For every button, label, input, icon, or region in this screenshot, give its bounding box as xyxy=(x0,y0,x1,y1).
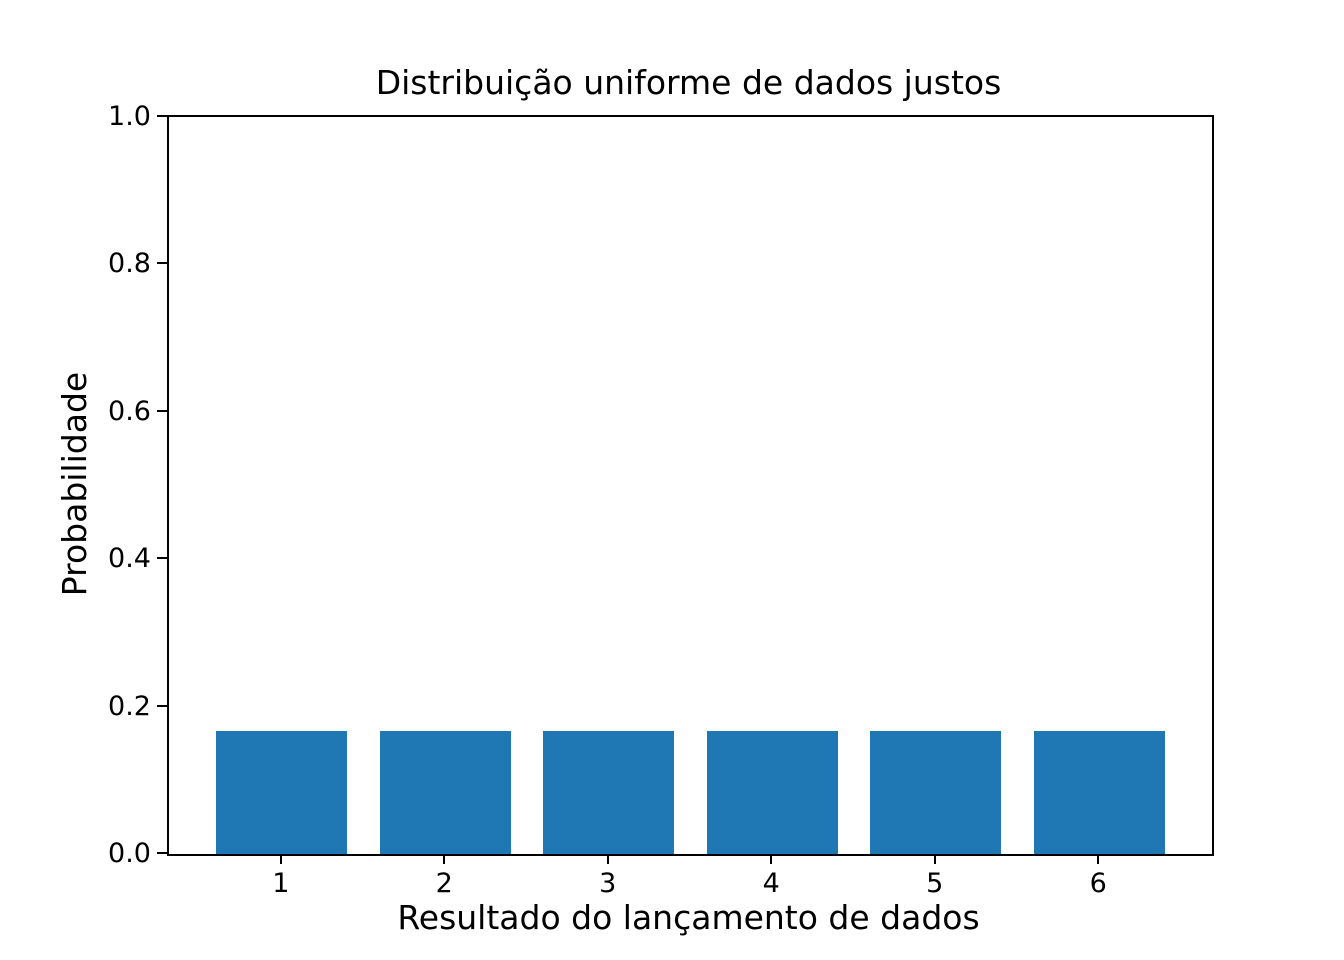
y-tick-label: 1.0 xyxy=(108,101,151,132)
bar-2 xyxy=(379,731,511,854)
bar-3 xyxy=(543,731,675,854)
chart-title: Distribuição uniforme de dados justos xyxy=(375,63,1002,102)
x-tick-label: 4 xyxy=(762,868,780,899)
y-tick-mark xyxy=(157,115,167,117)
y-tick-mark xyxy=(157,557,167,560)
y-tick-mark xyxy=(157,262,167,265)
bar-6 xyxy=(1033,731,1165,854)
y-axis-label: Probabilidade xyxy=(55,371,94,597)
y-tick-label: 0.4 xyxy=(108,543,151,575)
plot-area xyxy=(167,115,1214,856)
x-tick-mark xyxy=(770,854,773,864)
y-tick-label: 0.6 xyxy=(108,395,151,427)
x-tick-mark xyxy=(1097,854,1100,864)
x-tick-mark xyxy=(933,854,936,864)
x-tick-label: 3 xyxy=(599,868,617,899)
x-tick-label: 1 xyxy=(272,868,290,899)
bar-5 xyxy=(870,731,1002,854)
x-tick-mark xyxy=(443,854,446,864)
y-tick-label: 0.8 xyxy=(108,248,151,280)
x-tick-mark xyxy=(279,854,282,864)
y-tick-label: 0.2 xyxy=(108,690,151,722)
x-tick-label: 6 xyxy=(1089,868,1107,899)
bar-1 xyxy=(216,731,348,854)
y-tick-label: 0.0 xyxy=(108,838,151,869)
y-tick-mark xyxy=(157,704,167,707)
x-tick-label: 5 xyxy=(926,868,944,899)
x-tick-mark xyxy=(606,854,609,864)
bar-4 xyxy=(706,731,838,854)
x-axis-label: Resultado do lançamento de dados xyxy=(397,898,980,937)
y-tick-mark xyxy=(157,852,167,854)
y-tick-mark xyxy=(157,409,167,412)
x-tick-label: 2 xyxy=(435,868,453,899)
